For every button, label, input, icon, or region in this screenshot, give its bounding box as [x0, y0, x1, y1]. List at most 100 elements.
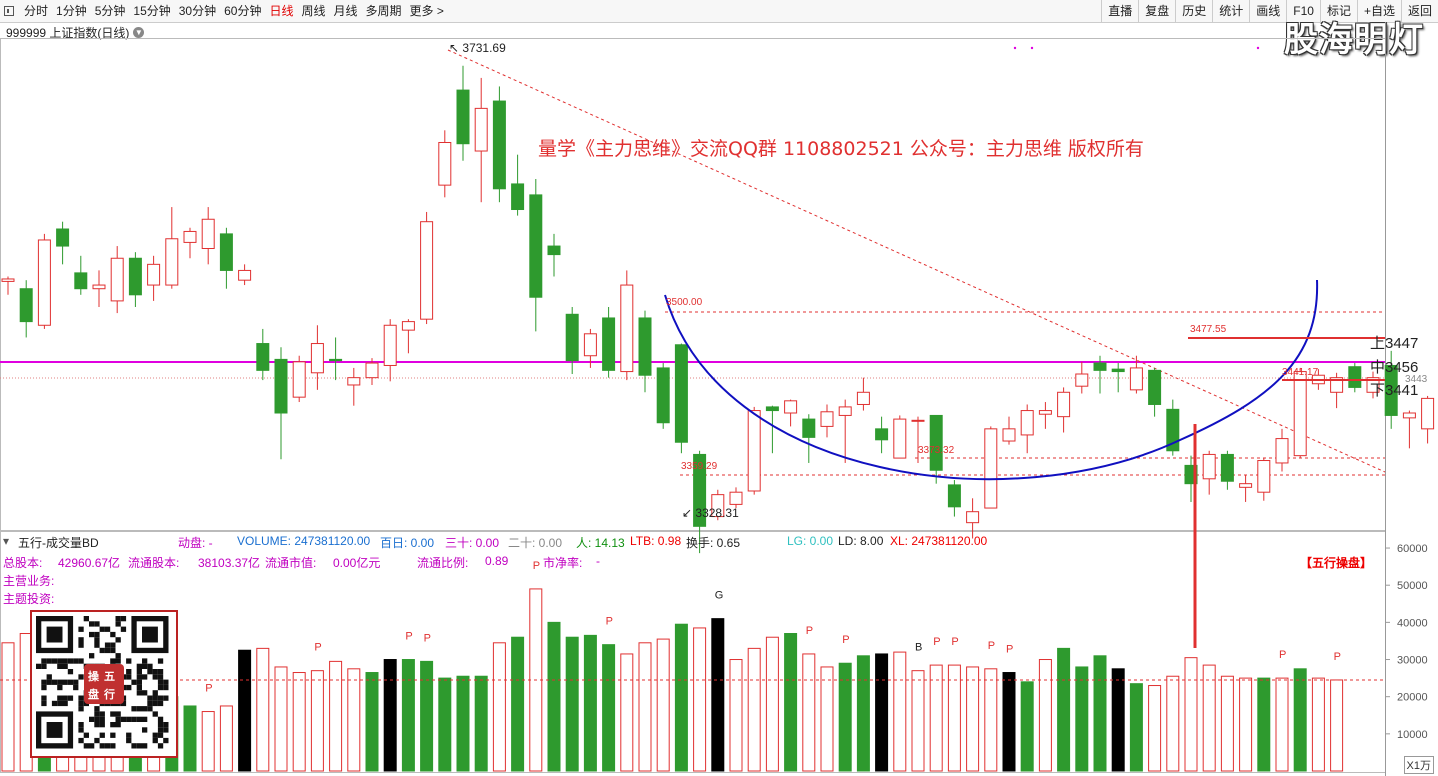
candle-body — [1402, 412, 1416, 419]
toolbar-button-8[interactable]: 返回 — [1400, 0, 1438, 22]
candle-body — [547, 245, 561, 256]
volume-axis-label: 10000 — [1397, 729, 1428, 741]
candle-body — [1348, 366, 1362, 388]
qr-module — [115, 658, 121, 664]
volume-bar — [401, 659, 415, 772]
qr-module — [152, 669, 158, 675]
volume-bar — [638, 642, 652, 772]
qr-logo-char: 操 — [88, 669, 100, 683]
candle-body — [1220, 453, 1234, 482]
downtrend-line — [447, 49, 1386, 473]
symbol-selector[interactable]: 999999 上证指数(日线) ▼ — [6, 24, 145, 41]
qr-module — [157, 716, 164, 722]
qr-module — [99, 647, 105, 654]
tab-9[interactable]: 多周期 — [365, 4, 402, 18]
volume-bar — [201, 711, 215, 772]
qr-module — [94, 631, 100, 638]
indicator-menu-icon[interactable]: ▾ — [3, 534, 10, 548]
tab-2[interactable]: 5分钟 — [94, 4, 126, 18]
qr-module — [78, 706, 84, 712]
ltb-value: LTB: 0.98 — [630, 534, 682, 548]
qr-module — [67, 669, 74, 675]
candle-body — [238, 269, 252, 281]
candle-body — [492, 100, 506, 190]
qr-module — [142, 706, 148, 712]
candle-body — [1202, 453, 1216, 480]
candle-body — [56, 228, 70, 247]
candle-body — [1384, 364, 1398, 416]
toolbar-button-0[interactable]: 直播 — [1101, 0, 1138, 22]
toolbar-button-2[interactable]: 历史 — [1175, 0, 1212, 22]
qr-module — [89, 631, 95, 638]
candle-body — [474, 107, 488, 152]
volume-bar — [365, 672, 379, 772]
candle-body — [1038, 410, 1052, 415]
volume-bar — [1093, 655, 1107, 772]
qr-module — [142, 690, 148, 696]
qr-module — [126, 732, 132, 738]
volume-bar — [1202, 664, 1216, 772]
tab-10[interactable]: 更多 > — [409, 4, 444, 18]
volume-bar — [547, 621, 561, 772]
qr-module — [126, 658, 132, 664]
bairi-value: 百日: 0.00 — [380, 536, 435, 550]
qr-finder — [46, 626, 63, 643]
volume-marker: P — [988, 640, 995, 652]
candle-body — [747, 410, 761, 492]
zongguben-label: 总股本: — [3, 556, 43, 570]
volume-bar — [474, 675, 488, 772]
volume-bar — [329, 660, 343, 772]
tab-0[interactable]: 分时 — [24, 4, 49, 18]
tab-5[interactable]: 60分钟 — [224, 4, 262, 18]
qr-module — [120, 626, 127, 632]
toolbar-button-5[interactable]: F10 — [1286, 0, 1320, 22]
liutong-label: 流通股本: — [128, 556, 180, 570]
candle-body — [19, 288, 33, 323]
indicator-title[interactable]: 五行-成交量BD — [18, 536, 99, 550]
toolbar-button-1[interactable]: 复盘 — [1138, 0, 1175, 22]
volume-bar — [784, 633, 798, 772]
qr-module — [147, 700, 153, 707]
volume-marker: B — [915, 642, 922, 654]
qr-module — [157, 679, 164, 685]
tab-3[interactable]: 15分钟 — [133, 4, 171, 18]
volume-bar — [1184, 657, 1198, 772]
qr-module — [89, 716, 95, 722]
qr-module — [104, 626, 111, 632]
qr-module — [157, 700, 164, 707]
toolbar-button-7[interactable]: +自选 — [1356, 0, 1401, 22]
panel-toggle-icon[interactable] — [4, 6, 14, 16]
volume-bar — [420, 660, 434, 772]
volume-marker: P — [424, 632, 431, 644]
candle-body — [256, 343, 270, 371]
qr-module — [94, 711, 100, 717]
qr-module — [94, 642, 100, 648]
volume-bar — [1257, 677, 1271, 772]
toolbar-button-3[interactable]: 统计 — [1212, 0, 1249, 22]
qr-module — [136, 674, 142, 680]
volume-bar — [1220, 675, 1234, 772]
volume-bar — [765, 636, 779, 772]
volume-indicator-header: ▾ 五行-成交量BD 动盘: - VOLUME: 247381120.00 百日… — [0, 534, 1385, 550]
qr-module — [104, 642, 111, 648]
candle-body — [656, 367, 670, 424]
chevron-down-icon[interactable]: ▼ — [133, 27, 145, 38]
qr-module — [57, 700, 63, 707]
candle-body — [128, 257, 142, 296]
qr-module — [46, 674, 52, 680]
toolbar-button-4[interactable]: 画线 — [1249, 0, 1286, 22]
toolbar-button-6[interactable]: 标记 — [1319, 0, 1357, 22]
marker-dot — [1030, 46, 1034, 50]
volume-marker: P — [951, 636, 958, 648]
qr-module — [46, 658, 52, 664]
tab-7[interactable]: 周线 — [301, 4, 326, 18]
qr-module — [142, 663, 148, 669]
liutong-shizhi-label: 流通市值: — [265, 556, 317, 570]
tab-1[interactable]: 1分钟 — [56, 4, 87, 18]
tab-4[interactable]: 30分钟 — [178, 4, 217, 18]
qr-module — [136, 679, 142, 685]
candle-body — [1, 278, 15, 282]
tab-6[interactable]: 日线 — [269, 4, 294, 18]
candle-body — [711, 494, 725, 518]
tab-8[interactable]: 月线 — [333, 4, 358, 18]
